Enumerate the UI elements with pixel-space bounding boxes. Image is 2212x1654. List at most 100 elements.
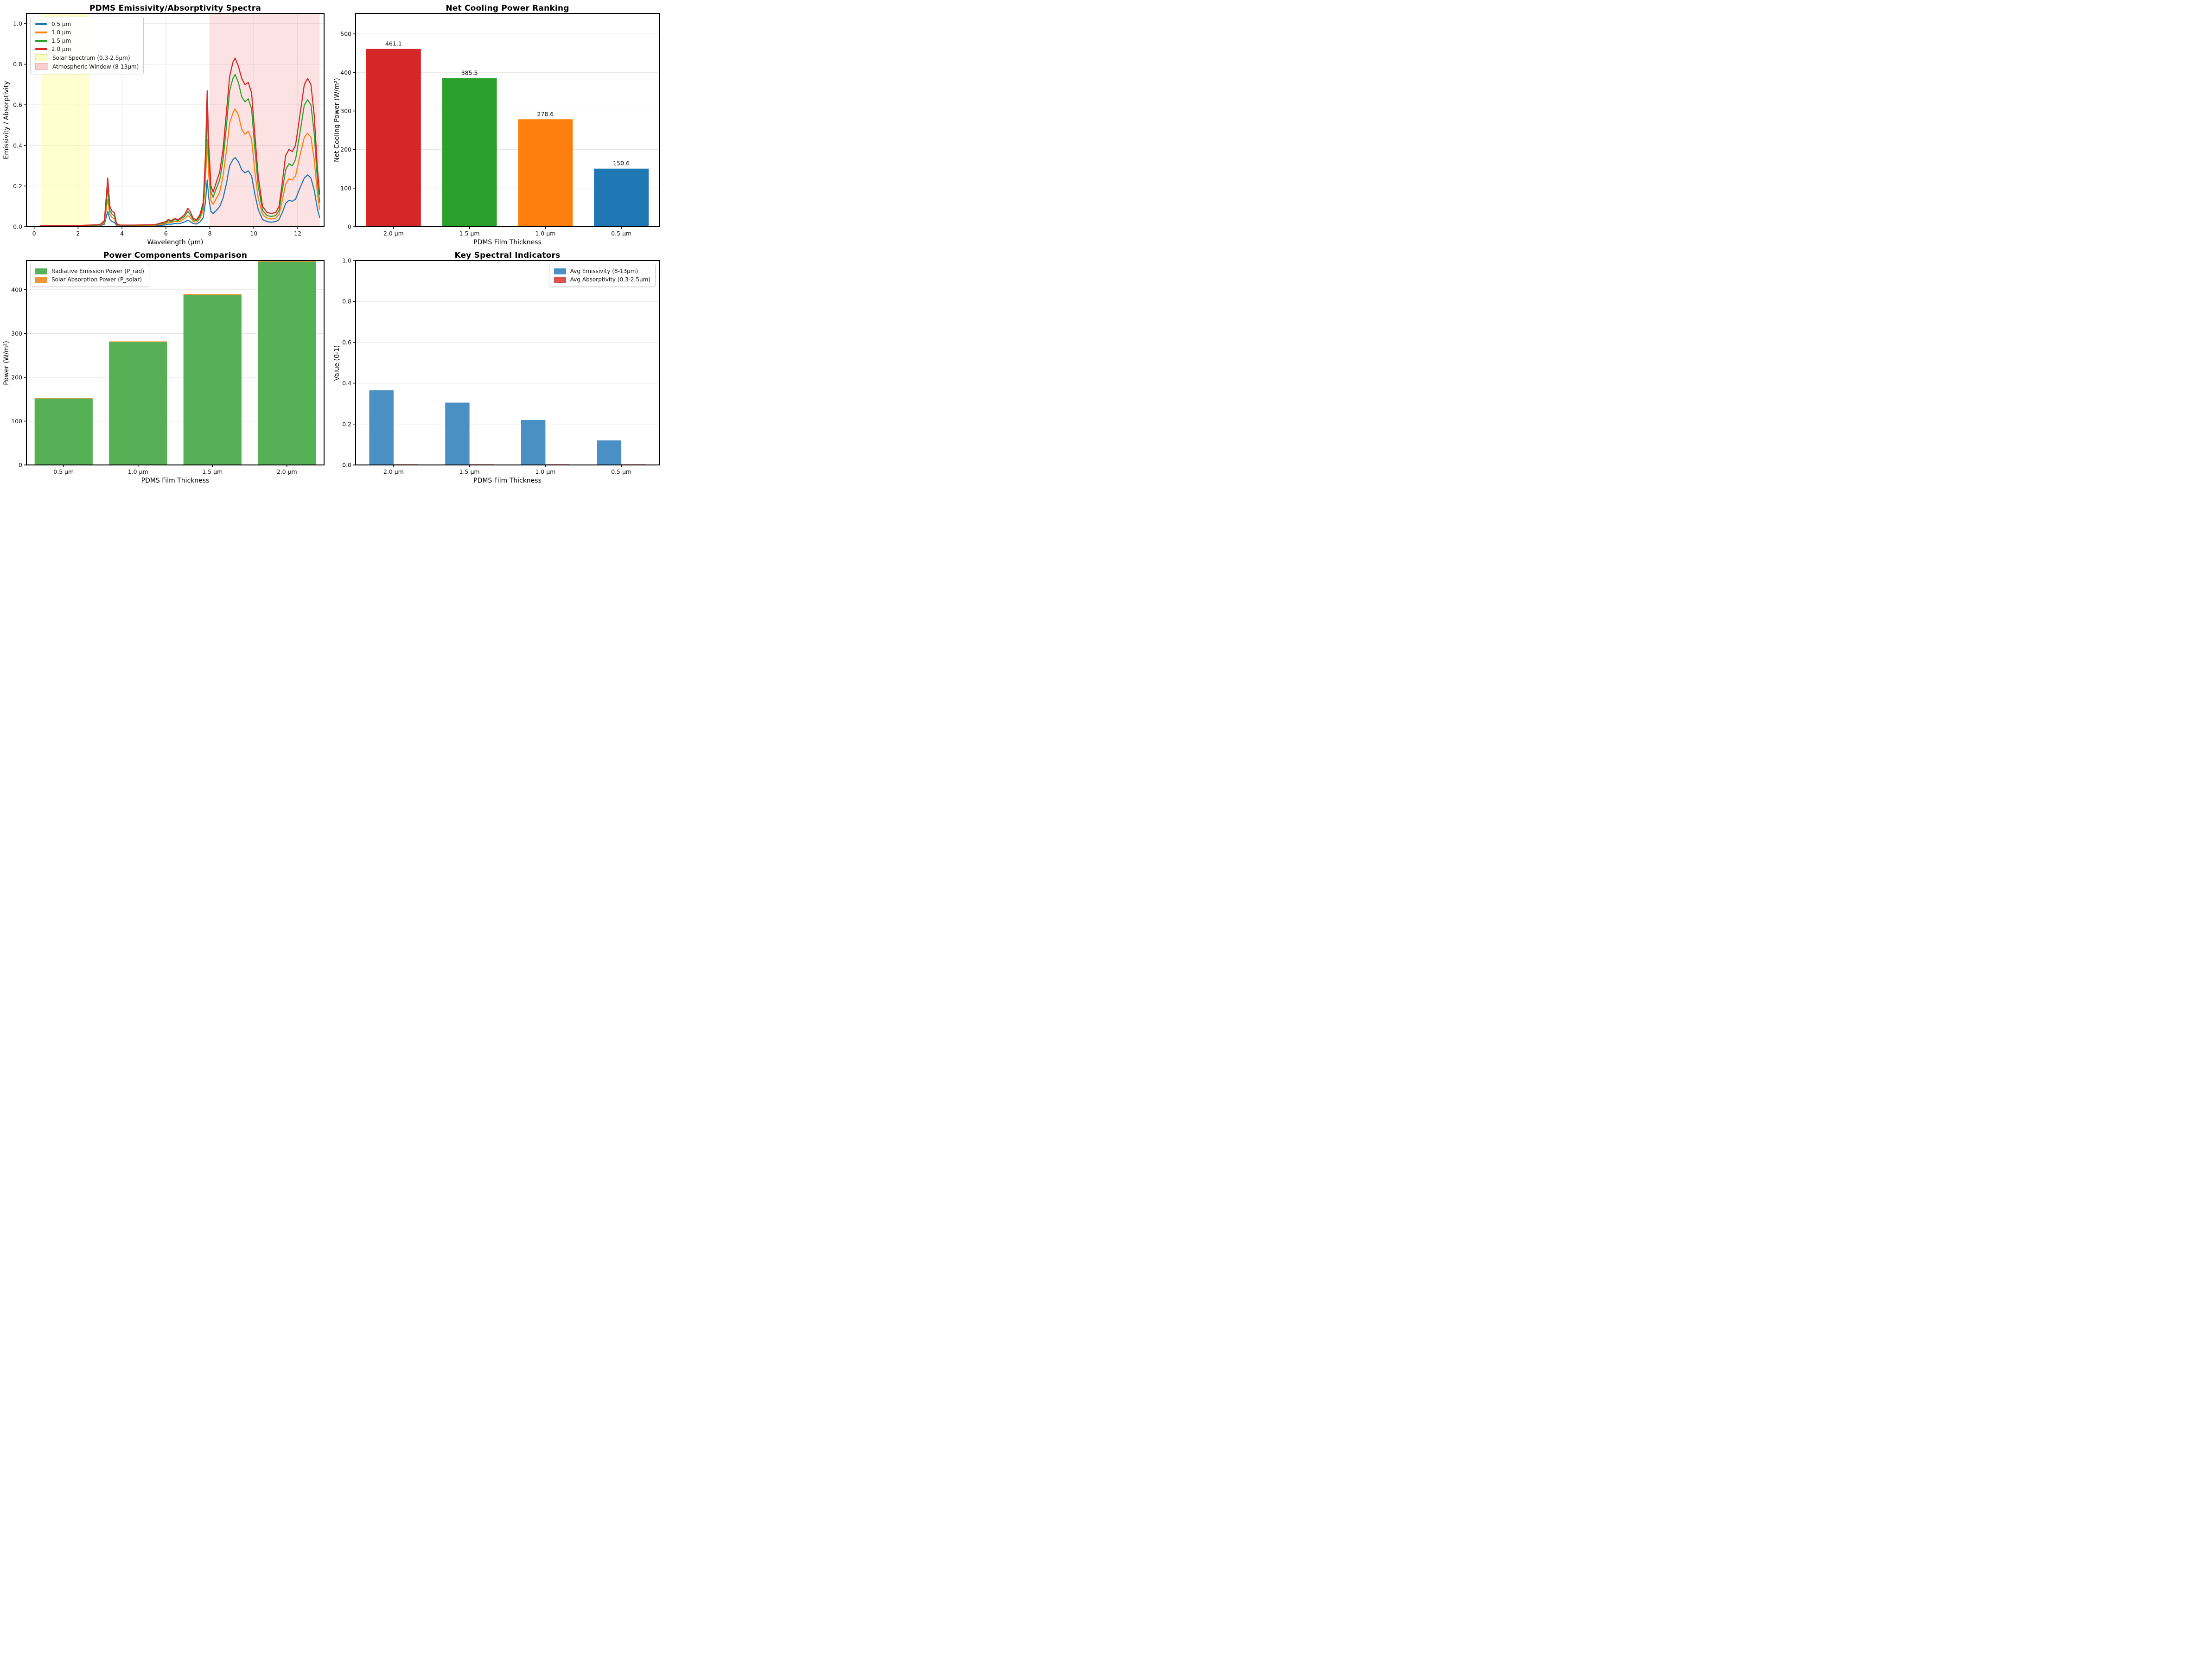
components-xlabel: PDMS Film Thickness xyxy=(141,477,210,484)
figure-canvas: PDMS Emissivity/Absorptivity Spectra 0 2 4… xyxy=(0,0,663,496)
panel-components: Power Components Comparison 0.5 µm 1.0 µm… xyxy=(0,248,331,496)
svg-text:0.5 µm: 0.5 µm xyxy=(611,468,631,475)
svg-text:2.0 µm: 2.0 µm xyxy=(383,230,404,237)
grouped-bar-emissivity xyxy=(597,440,622,465)
stacked-bar-segment xyxy=(109,341,167,343)
legend-label: 1.0 µm xyxy=(51,29,71,36)
components-plot: 0.5 µm 1.0 µm 1.5 µm 2.0 µm 0 100 200 300 400 xyxy=(11,260,325,475)
svg-text:0.2: 0.2 xyxy=(13,183,22,190)
legend-entry: Avg Absorptivity (0.3-2.5µm) xyxy=(554,275,650,284)
svg-text:461.1: 461.1 xyxy=(385,40,402,47)
legend-entry: Solar Spectrum (0.3-2.5µm) xyxy=(35,53,139,62)
axes: 0.5 µm 1.0 µm 1.5 µm 2.0 µm 0 100 200 300 400 xyxy=(11,260,325,475)
svg-text:0.2: 0.2 xyxy=(342,420,351,427)
svg-text:0.8: 0.8 xyxy=(13,61,22,68)
y-axis: 0.0 0.2 0.4 0.6 0.8 1.0 xyxy=(342,257,356,469)
svg-text:2.0 µm: 2.0 µm xyxy=(277,468,297,475)
panel-spectra: PDMS Emissivity/Absorptivity Spectra 0 2 4… xyxy=(0,0,331,248)
svg-text:0: 0 xyxy=(19,462,22,469)
svg-text:2.0 µm: 2.0 µm xyxy=(383,468,404,475)
legend-label: Solar Absorption Power (P_solar) xyxy=(51,276,142,283)
indicators-ylabel: Value (0-1) xyxy=(333,345,341,381)
svg-text:200: 200 xyxy=(340,146,351,153)
y-axis: 0 100 200 300 400 xyxy=(11,286,26,469)
svg-text:10: 10 xyxy=(250,230,257,237)
ranking-bar-1.0µm xyxy=(518,119,573,227)
legend-patch-swatch xyxy=(35,54,48,61)
legend-line-swatch xyxy=(35,40,47,42)
spectra-legend: 0.5 µm 1.0 µm 1.5 µm 2.0 µm Solar Spectrum (… xyxy=(30,17,144,74)
svg-text:300: 300 xyxy=(11,330,22,337)
plot-spines xyxy=(26,260,325,465)
plot-spines xyxy=(26,13,325,227)
legend-label: 2.0 µm xyxy=(51,46,71,52)
legend-label: Radiative Emission Power (P_rad) xyxy=(51,268,144,274)
legend-entry: Solar Absorption Power (P_solar) xyxy=(35,275,144,284)
svg-text:385.5: 385.5 xyxy=(461,69,478,76)
svg-text:0.4: 0.4 xyxy=(13,142,22,149)
components-ylabel: Power (W/m²) xyxy=(3,341,10,385)
series-lines xyxy=(40,57,320,227)
ranking-bar-2.0µm xyxy=(366,49,421,227)
legend-entry: 1.0 µm xyxy=(35,28,139,37)
svg-text:300: 300 xyxy=(340,108,351,115)
svg-text:278.6: 278.6 xyxy=(537,110,554,117)
svg-text:1.0 µm: 1.0 µm xyxy=(128,468,148,475)
axes: 0 2 4 6 8 10 12 0.0 0.2 0.4 0.6 0.8 1.0 xyxy=(13,13,325,237)
legend-entry: 0.5 µm xyxy=(35,20,139,28)
legend-patch-swatch xyxy=(554,268,566,274)
legend-line-swatch xyxy=(35,23,47,25)
svg-text:0.0: 0.0 xyxy=(342,462,351,469)
svg-text:6: 6 xyxy=(164,230,168,237)
legend-patch-swatch xyxy=(35,63,48,70)
ranking-ylabel: Net Cooling Power (W/m²) xyxy=(333,78,341,162)
stacked-bar-segment xyxy=(34,398,93,465)
stacked-bar-segment xyxy=(183,294,242,295)
axes: 2.0 µm 1.5 µm 1.0 µm 0.5 µm 0 100 200 300 400 500 xyxy=(340,13,660,237)
legend-line-swatch xyxy=(35,32,47,33)
svg-text:0.6: 0.6 xyxy=(13,102,22,108)
stacked-bar-segment xyxy=(34,398,93,399)
svg-text:0.4: 0.4 xyxy=(342,380,351,387)
svg-text:400: 400 xyxy=(11,286,22,293)
spectra-title: PDMS Emissivity/Absorptivity Spectra xyxy=(89,4,261,13)
svg-text:400: 400 xyxy=(340,69,351,76)
x-axis: 0.5 µm 1.0 µm 1.5 µm 2.0 µm xyxy=(53,465,297,475)
bars xyxy=(34,261,316,465)
svg-text:8: 8 xyxy=(208,230,212,237)
plot-spines xyxy=(355,13,660,227)
svg-text:0: 0 xyxy=(348,223,351,230)
indicators-title: Key Spectral Indicators xyxy=(454,251,561,260)
legend-patch-swatch xyxy=(554,276,566,283)
y-axis: 0 100 200 300 400 500 xyxy=(340,31,356,230)
svg-text:12: 12 xyxy=(294,230,301,237)
x-axis: 2.0 µm 1.5 µm 1.0 µm 0.5 µm xyxy=(383,465,631,475)
svg-text:0.5 µm: 0.5 µm xyxy=(53,468,74,475)
svg-text:1.5 µm: 1.5 µm xyxy=(202,468,223,475)
svg-text:100: 100 xyxy=(11,418,22,425)
spectra-xlabel: Wavelength (µm) xyxy=(147,239,204,246)
legend-label: Solar Spectrum (0.3-2.5µm) xyxy=(52,54,130,61)
svg-text:0.8: 0.8 xyxy=(342,298,351,305)
x-axis: 0 2 4 6 8 10 12 xyxy=(32,227,301,237)
ranking-plot: 461.1 385.5 278.6 150.6 2.0 µm 1.5 µm 1.0 µm 0.… xyxy=(340,13,660,237)
grouped-bar-emissivity xyxy=(445,402,470,465)
svg-text:150.6: 150.6 xyxy=(613,160,630,167)
panel-indicators: Key Spectral Indicators 2.0 µm 1.5 µm 1.0 … xyxy=(331,248,663,496)
stacked-bar-segment xyxy=(258,261,316,465)
legend-entry: Radiative Emission Power (P_rad) xyxy=(35,267,144,275)
bars xyxy=(366,49,649,227)
svg-text:1.5 µm: 1.5 µm xyxy=(459,230,480,237)
ranking-title: Net Cooling Power Ranking xyxy=(446,4,569,13)
stacked-bar-segment xyxy=(258,261,316,262)
stacked-bar-segment xyxy=(109,342,167,465)
legend-patch-swatch xyxy=(35,276,47,283)
y-axis: 0.0 0.2 0.4 0.6 0.8 1.0 xyxy=(13,20,26,230)
svg-text:4: 4 xyxy=(120,230,124,237)
svg-text:500: 500 xyxy=(340,31,351,38)
ranking-bar-1.5µm xyxy=(442,78,497,227)
grouped-bar-emissivity xyxy=(521,420,546,465)
svg-text:0.0: 0.0 xyxy=(13,223,22,230)
legend-entry: Avg Emissivity (8-13µm) xyxy=(554,267,650,275)
legend-label: Avg Absorptivity (0.3-2.5µm) xyxy=(570,276,650,283)
